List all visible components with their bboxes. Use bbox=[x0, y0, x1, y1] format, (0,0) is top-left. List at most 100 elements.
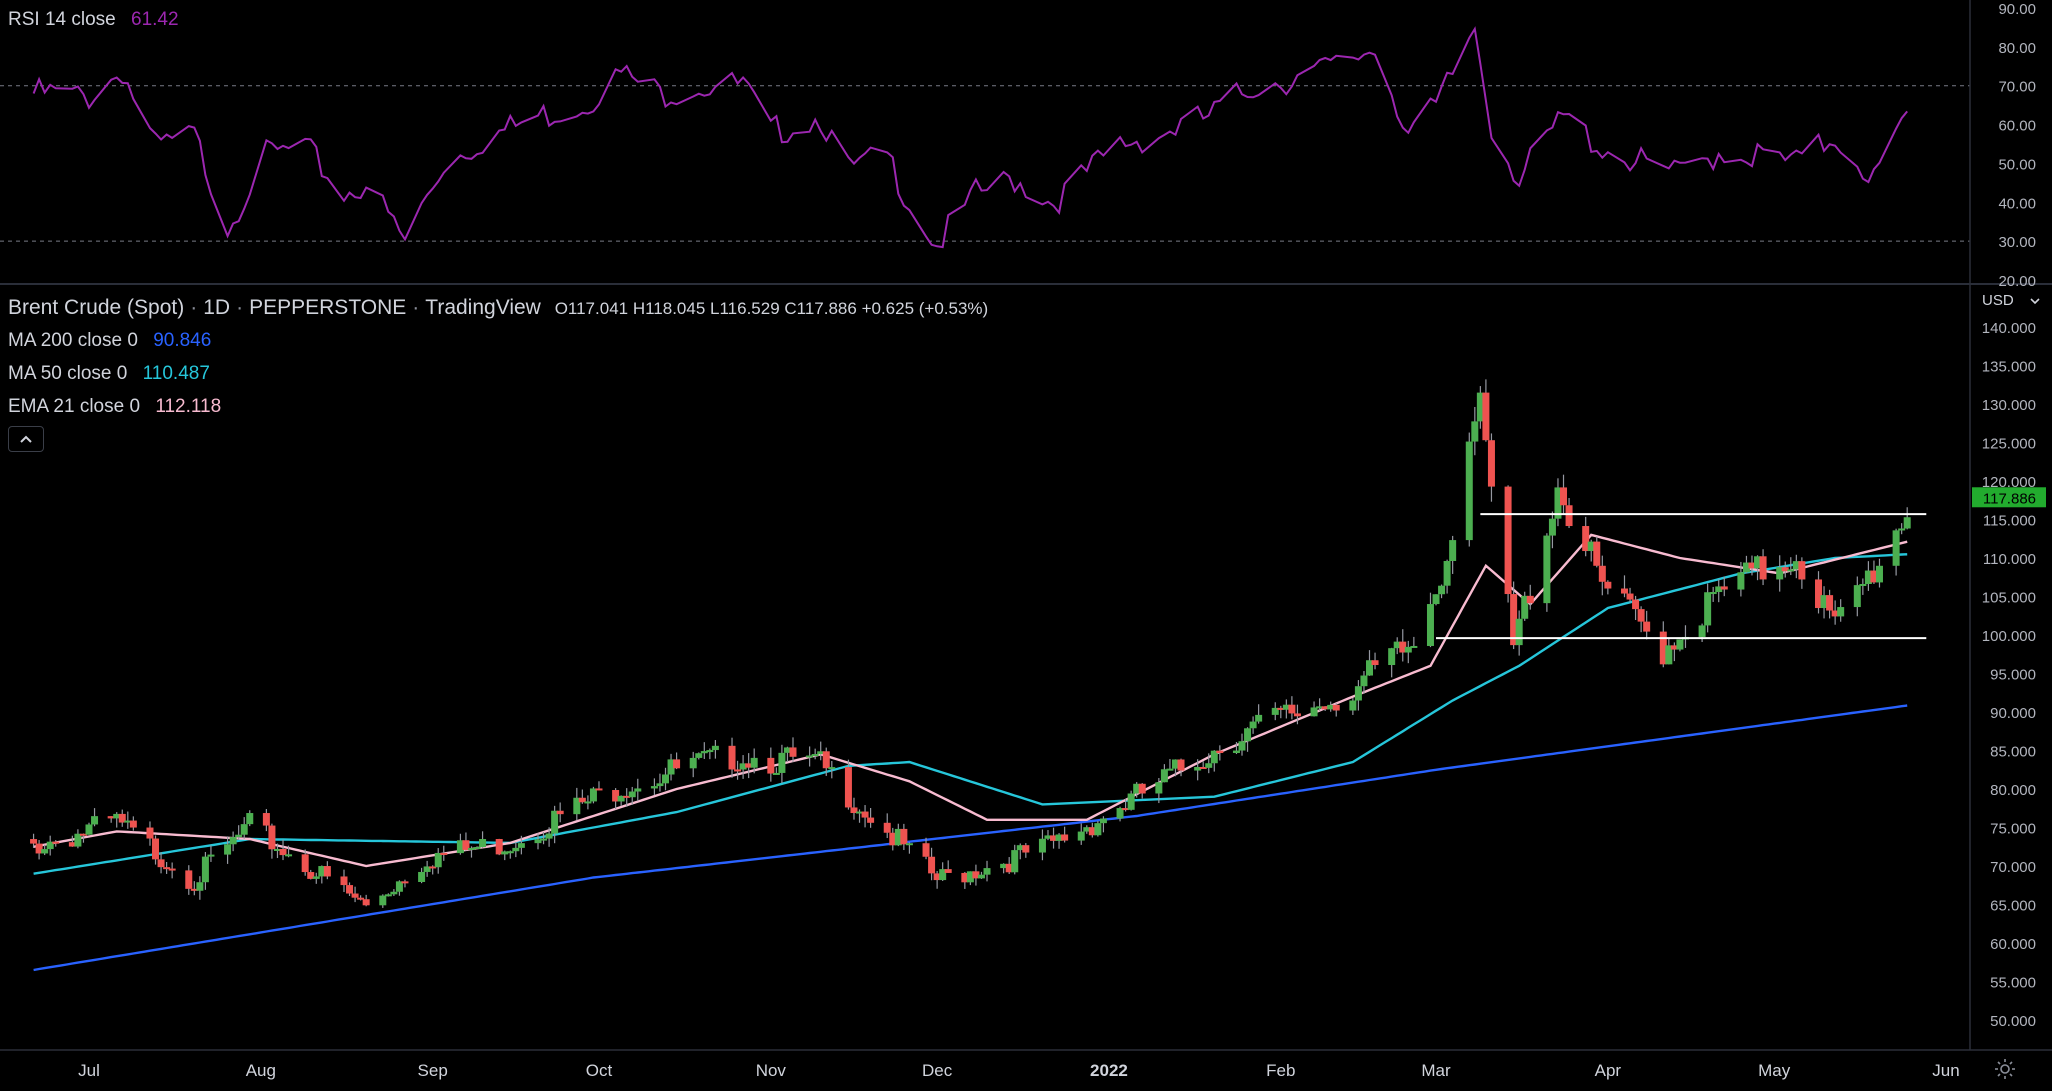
candle[interactable] bbox=[312, 876, 320, 879]
candle[interactable] bbox=[1160, 769, 1168, 783]
candle[interactable] bbox=[673, 759, 681, 769]
candle[interactable] bbox=[789, 747, 797, 757]
candle[interactable] bbox=[196, 882, 204, 891]
candle[interactable] bbox=[556, 810, 564, 815]
candle[interactable] bbox=[889, 832, 897, 846]
candle[interactable] bbox=[1704, 592, 1712, 626]
candle[interactable] bbox=[1504, 486, 1512, 595]
candle[interactable] bbox=[1903, 517, 1911, 529]
candle[interactable] bbox=[1216, 750, 1224, 754]
candle[interactable] bbox=[1815, 579, 1823, 609]
candle[interactable] bbox=[905, 843, 913, 846]
candle[interactable] bbox=[1670, 645, 1678, 650]
candle[interactable] bbox=[867, 817, 875, 823]
candle[interactable] bbox=[418, 871, 426, 882]
candle[interactable] bbox=[783, 747, 791, 753]
candle[interactable] bbox=[1643, 621, 1651, 632]
candle[interactable] bbox=[1432, 594, 1440, 605]
candle[interactable] bbox=[1742, 562, 1750, 573]
rsi-pane[interactable] bbox=[0, 26, 1970, 249]
candle[interactable] bbox=[1853, 585, 1861, 608]
candle[interactable] bbox=[928, 856, 936, 874]
candle[interactable] bbox=[1892, 530, 1900, 566]
candle[interactable] bbox=[318, 866, 326, 877]
candle[interactable] bbox=[1676, 639, 1684, 650]
candle[interactable] bbox=[662, 774, 670, 784]
candle[interactable] bbox=[922, 843, 930, 857]
candle[interactable] bbox=[1399, 641, 1407, 653]
candle[interactable] bbox=[1598, 565, 1606, 582]
candle[interactable] bbox=[1255, 714, 1263, 722]
candle[interactable] bbox=[1332, 704, 1340, 711]
candle[interactable] bbox=[1127, 793, 1135, 810]
candle[interactable] bbox=[1837, 607, 1845, 617]
candle[interactable] bbox=[35, 843, 43, 854]
candle[interactable] bbox=[235, 834, 243, 838]
candle[interactable] bbox=[1521, 595, 1529, 619]
candle[interactable] bbox=[623, 795, 631, 798]
candle[interactable] bbox=[551, 810, 559, 834]
candle[interactable] bbox=[1709, 592, 1717, 595]
candle[interactable] bbox=[1022, 845, 1030, 853]
candle[interactable] bbox=[1471, 421, 1479, 442]
candle[interactable] bbox=[41, 849, 49, 854]
ema21-line[interactable] bbox=[33, 533, 1908, 868]
candle[interactable] bbox=[185, 870, 193, 889]
ema21-legend[interactable]: EMA 21 close 0 112.118 bbox=[8, 396, 221, 418]
candle[interactable] bbox=[634, 788, 642, 792]
candle[interactable] bbox=[612, 790, 620, 802]
gear-icon[interactable] bbox=[1994, 1058, 2016, 1085]
candle[interactable] bbox=[323, 866, 331, 877]
candle[interactable] bbox=[1737, 572, 1745, 590]
ma50-line[interactable] bbox=[33, 553, 1908, 875]
candle[interactable] bbox=[573, 797, 581, 815]
candle[interactable] bbox=[1005, 863, 1013, 873]
candle[interactable] bbox=[1133, 783, 1141, 794]
candle[interactable] bbox=[894, 828, 902, 846]
candle[interactable] bbox=[1554, 487, 1562, 519]
candle[interactable] bbox=[1826, 595, 1834, 611]
candle[interactable] bbox=[1510, 594, 1518, 646]
candle[interactable] bbox=[966, 871, 974, 883]
candle[interactable] bbox=[1543, 535, 1551, 604]
candle[interactable] bbox=[207, 854, 215, 857]
candle[interactable] bbox=[828, 767, 836, 770]
candle[interactable] bbox=[479, 839, 487, 848]
candle[interactable] bbox=[268, 825, 276, 850]
candle[interactable] bbox=[584, 801, 592, 804]
candle[interactable] bbox=[506, 851, 514, 854]
candle[interactable] bbox=[1820, 595, 1828, 609]
candle[interactable] bbox=[1199, 766, 1207, 769]
candle[interactable] bbox=[152, 838, 160, 860]
candle[interactable] bbox=[1282, 704, 1290, 710]
candle[interactable] bbox=[495, 839, 503, 855]
candle[interactable] bbox=[384, 894, 392, 897]
candle[interactable] bbox=[1487, 440, 1495, 487]
candle[interactable] bbox=[163, 867, 171, 870]
candle[interactable] bbox=[30, 839, 38, 844]
candle[interactable] bbox=[534, 839, 542, 844]
candle[interactable] bbox=[401, 881, 409, 884]
candle[interactable] bbox=[1088, 827, 1096, 836]
candle[interactable] bbox=[977, 874, 985, 879]
candle[interactable] bbox=[545, 833, 553, 839]
candle[interactable] bbox=[351, 893, 359, 898]
collapse-legend-button[interactable] bbox=[8, 426, 44, 452]
candle[interactable] bbox=[1371, 660, 1379, 666]
candle[interactable] bbox=[578, 797, 586, 803]
candle[interactable] bbox=[1360, 675, 1368, 687]
candle[interactable] bbox=[190, 888, 198, 891]
candle[interactable] bbox=[900, 828, 908, 845]
candle[interactable] bbox=[700, 751, 708, 754]
candle[interactable] bbox=[1476, 392, 1484, 422]
candle[interactable] bbox=[595, 788, 603, 791]
candle[interactable] bbox=[1094, 823, 1102, 836]
candle[interactable] bbox=[1321, 706, 1329, 710]
candle[interactable] bbox=[240, 824, 248, 835]
candle[interactable] bbox=[440, 852, 448, 855]
candle[interactable] bbox=[961, 872, 969, 883]
candle[interactable] bbox=[113, 813, 121, 819]
candle[interactable] bbox=[1781, 567, 1789, 572]
candle[interactable] bbox=[1249, 721, 1257, 729]
candle[interactable] bbox=[1526, 595, 1534, 604]
